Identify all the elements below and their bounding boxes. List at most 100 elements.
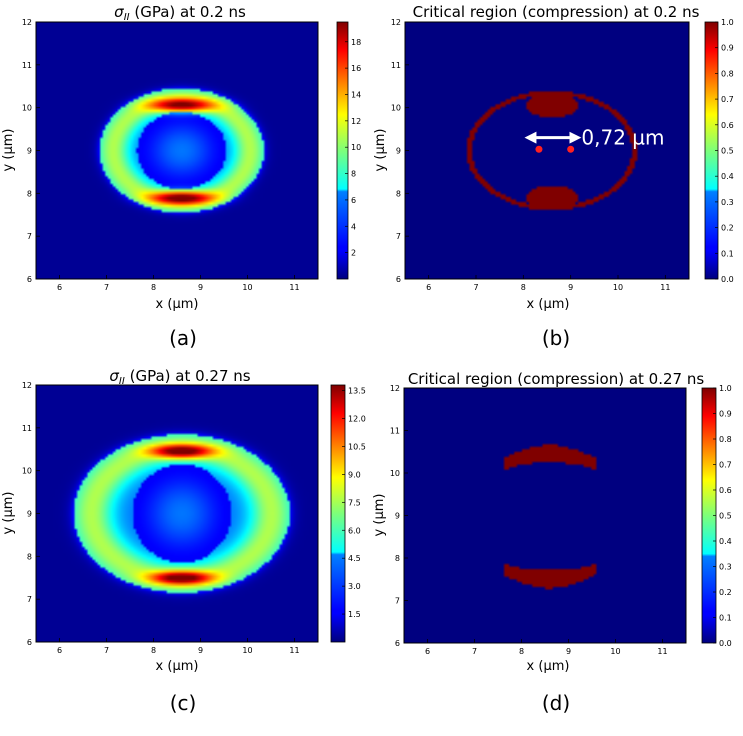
colorbar-tick-label: 1.0 (719, 384, 732, 393)
colorbar-tick-label: 4 (351, 222, 356, 231)
colorbar-tick-label: 13.5 (348, 387, 366, 396)
x-tick-label: 6 (426, 283, 431, 292)
x-tick-label: 10 (242, 283, 252, 292)
colorbar-tick-label: 1.5 (348, 610, 361, 619)
heatmap-a (36, 22, 318, 279)
y-tick-label: 10 (391, 104, 401, 113)
x-tick-label: 11 (289, 283, 299, 292)
colorbar-tick-label: 0.8 (721, 69, 734, 78)
panel-b: 6 7 8 9 10 11 6 7 8 9 10 11 12 Critical region (compr… (373, 3, 734, 350)
y-tick-label: 9 (27, 510, 32, 519)
colorbar-tick-label: 7.5 (348, 498, 361, 507)
red-point (535, 145, 543, 153)
x-axis-label: x (μm) (527, 659, 570, 674)
x-tick-label: 8 (151, 646, 156, 655)
colorbar-tick-label: 0.0 (721, 275, 734, 284)
colorbar-tick-label: 3.0 (348, 582, 361, 591)
colorbar-tick-label: 18 (351, 38, 361, 47)
y-tick-label: 7 (395, 597, 400, 606)
red-point (567, 145, 575, 153)
title-rest: (GPa) at 0.2 ns (130, 3, 246, 21)
y-tick-label: 9 (395, 512, 400, 521)
y-tick-label: 7 (27, 232, 32, 241)
x-axis-label: x (μm) (156, 297, 199, 312)
title-symbol: σ (114, 3, 124, 21)
colorbar (336, 21, 349, 280)
colorbar-tick-label: 10 (351, 143, 361, 152)
x-tick-label: 10 (613, 283, 623, 292)
colorbar-tick-label: 6 (351, 196, 356, 205)
y-tick-label: 8 (27, 189, 32, 198)
y-tick-label: 9 (27, 147, 32, 156)
x-tick-label: 7 (104, 283, 109, 292)
colorbar-tick-label: 12.0 (348, 415, 366, 424)
title-subscript: II (119, 376, 125, 387)
title-subscript: II (124, 12, 130, 23)
colorbar-tick-label: 2 (351, 249, 356, 258)
x-tick-label: 7 (104, 646, 109, 655)
x-tick-label: 6 (57, 283, 62, 292)
colorbar-tick-label: 6.0 (348, 526, 361, 535)
x-tick-label: 9 (566, 647, 571, 656)
y-tick-label: 10 (22, 467, 32, 476)
x-axis-label: x (μm) (156, 659, 199, 674)
y-tick-label: 12 (390, 384, 400, 393)
y-axis-label: y (μm) (1, 492, 16, 535)
x-tick-label: 8 (519, 647, 524, 656)
colorbar-tick-label: 0.8 (719, 435, 732, 444)
colorbar-tick-label: 0.5 (721, 147, 734, 156)
x-tick-label: 6 (425, 647, 430, 656)
panel-caption: (c) (170, 691, 197, 715)
x-tick-label: 8 (151, 283, 156, 292)
chart-title: Critical region (compression) at 0.2 ns (413, 3, 700, 21)
y-tick-label: 9 (396, 147, 401, 156)
y-tick-label: 6 (27, 275, 32, 284)
colorbar-tick-label: 0.3 (719, 563, 732, 572)
colorbar-tick-label: 0.1 (721, 249, 734, 258)
y-tick-label: 12 (22, 381, 32, 390)
heatmap-c (36, 385, 318, 642)
y-tick-label: 7 (27, 595, 32, 604)
x-tick-label: 8 (521, 283, 526, 292)
panel-c: 6 7 8 9 10 11 6 7 8 9 10 11 12 σII (GPa) at 0.27 ns x … (1, 367, 366, 715)
x-tick-label: 9 (568, 283, 573, 292)
y-tick-label: 10 (390, 469, 400, 478)
panel-caption: (b) (542, 326, 570, 350)
x-tick-label: 11 (660, 283, 670, 292)
y-tick-label: 11 (22, 61, 32, 70)
colorbar-tick-label: 0.9 (719, 410, 732, 419)
x-tick-label: 7 (472, 647, 477, 656)
colorbar-tick-label: 10.5 (348, 442, 366, 451)
y-tick-label: 6 (27, 638, 32, 647)
y-tick-label: 11 (391, 61, 401, 70)
chart-title: σII (GPa) at 0.2 ns (114, 3, 246, 23)
colorbar-tick-label: 0.4 (721, 172, 734, 181)
y-tick-label: 8 (396, 189, 401, 198)
colorbar-tick-label: 0.2 (719, 588, 732, 597)
colorbar-tick-label: 0.5 (719, 512, 732, 521)
colorbar-tick-label: 1.0 (721, 18, 734, 27)
y-axis-label: y (μm) (1, 129, 16, 172)
colorbar-tick-label: 0.3 (721, 198, 734, 207)
y-tick-label: 8 (27, 552, 32, 561)
colorbar-tick-label: 0.4 (719, 537, 732, 546)
y-tick-label: 12 (22, 18, 32, 27)
y-tick-label: 11 (22, 424, 32, 433)
colorbar-tick-label: 4.5 (348, 554, 361, 563)
chart-title: σII (GPa) at 0.27 ns (109, 367, 250, 387)
panel-d: 6 7 8 9 10 11 6 7 8 9 10 11 12 Critical region (compr… (372, 370, 732, 715)
x-axis-label: x (μm) (527, 297, 570, 312)
heatmap-d (404, 388, 686, 643)
x-tick-label: 10 (242, 646, 252, 655)
y-tick-label: 10 (22, 104, 32, 113)
panel-caption: (d) (542, 691, 570, 715)
colorbar-tick-label: 16 (351, 64, 361, 73)
y-axis-label: y (μm) (373, 129, 388, 172)
x-tick-label: 11 (657, 647, 667, 656)
y-tick-label: 11 (390, 427, 400, 436)
colorbar-tick-label: 14 (351, 90, 361, 99)
title-rest: (GPa) at 0.27 ns (125, 367, 251, 385)
x-tick-label: 11 (289, 646, 299, 655)
x-tick-label: 7 (473, 283, 478, 292)
